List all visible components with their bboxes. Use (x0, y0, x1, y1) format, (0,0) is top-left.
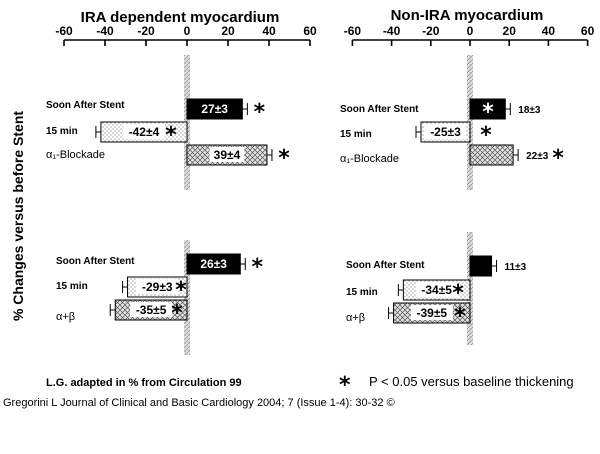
x-tick-label: -60 (55, 24, 73, 38)
category-label: α₁-Blockade (340, 153, 399, 165)
y-axis-label: % Changes versus before Stent (10, 111, 26, 321)
chart-panel: -60 -40 -20 0 20 40 60 Soon After Stent 18±3 * 15 … (340, 24, 595, 190)
value-label-bg (130, 302, 173, 317)
bar-value-label: -42±4 (129, 125, 160, 139)
significance-star: * (252, 255, 264, 280)
chart-panels: -60 -40 -20 0 20 40 60 Soon After Stent 27±3 * 15 … (46, 24, 595, 355)
x-tick-label: 60 (581, 24, 595, 38)
x-tick-label: 60 (303, 24, 317, 38)
value-label-bg (415, 282, 458, 297)
chart-panel: Soon After Stent 11±3 15 min -34±5 * α+β -39±5… (346, 232, 527, 345)
x-tick-label: 40 (542, 24, 556, 38)
significance-star: * (452, 281, 464, 306)
category-label: 15 min (56, 281, 88, 292)
bar-value-label: -34±5 (421, 283, 452, 297)
value-label-bg (122, 124, 165, 139)
figure: IRA dependent myocardium Non-IRA myocard… (10, 7, 595, 395)
x-tick-label: -20 (422, 24, 440, 38)
bar (469, 144, 514, 166)
chart-panel: -60 -40 -20 0 20 40 60 Soon After Stent 27±3 * 15 … (46, 24, 317, 190)
x-tick-label: -60 (344, 24, 362, 38)
bar-value-label: 39±4 (214, 148, 241, 162)
x-tick-label: -40 (96, 24, 114, 38)
significance-star: * (552, 146, 564, 171)
x-tick-label: 40 (262, 24, 276, 38)
value-label-bg (410, 305, 453, 320)
category-label: 15 min (346, 287, 378, 298)
left-panel-title: IRA dependent myocardium (81, 9, 280, 26)
bar-value-label: 27±3 (201, 102, 228, 116)
significance-star: * (165, 123, 177, 148)
x-tick-label: -20 (137, 24, 155, 38)
x-tick-label: 0 (467, 24, 474, 38)
bar-value-label: -39±5 (416, 306, 447, 320)
x-tick-label: 0 (184, 24, 191, 38)
value-label-bg (424, 124, 467, 139)
significance-star: * (171, 301, 183, 326)
category-label: 15 min (340, 129, 372, 140)
x-tick-label: 20 (503, 24, 517, 38)
category-label: α+β (346, 312, 365, 324)
significance-star: * (480, 123, 492, 148)
bar-value-label: 22±3 (526, 151, 549, 162)
bar-value-label: 26±3 (200, 257, 227, 271)
bar-value-label: -25±3 (430, 125, 461, 139)
category-label: Soon After Stent (346, 260, 425, 271)
category-label: α+β (56, 311, 75, 323)
bar-value-label: 18±3 (518, 105, 541, 116)
value-label-bg (136, 279, 179, 294)
significance-star-key: * (339, 373, 351, 395)
citation: Gregorini L Journal of Clinical and Basi… (3, 397, 395, 409)
significance-star: * (278, 146, 290, 171)
value-label-bg (209, 147, 245, 162)
significance-star: * (254, 100, 266, 125)
category-label: 15 min (46, 126, 78, 137)
significance-legend: P < 0.05 versus baseline thickening (369, 374, 574, 389)
chart-panel: Soon After Stent 26±3 *15 min -29±3 *α+β -35±… (56, 240, 264, 355)
x-tick-label: -40 (383, 24, 401, 38)
bar-value-label: -29±3 (142, 280, 173, 294)
x-tick-label: 20 (221, 24, 235, 38)
significance-star: * (454, 304, 466, 329)
significance-star: * (482, 100, 494, 125)
category-label: Soon After Stent (56, 256, 135, 267)
bar-value-label: -35±5 (136, 303, 167, 317)
category-label: α₁-Blockade (46, 149, 105, 161)
footnote-source: L.G. adapted in % from Circulation 99 (46, 377, 242, 389)
significance-star: * (175, 278, 187, 303)
right-panel-title: Non-IRA myocardium (391, 7, 544, 24)
category-label: Soon After Stent (46, 100, 125, 111)
bar (469, 255, 493, 277)
category-label: Soon After Stent (340, 104, 419, 115)
bar-value-label: 11±3 (505, 262, 527, 273)
